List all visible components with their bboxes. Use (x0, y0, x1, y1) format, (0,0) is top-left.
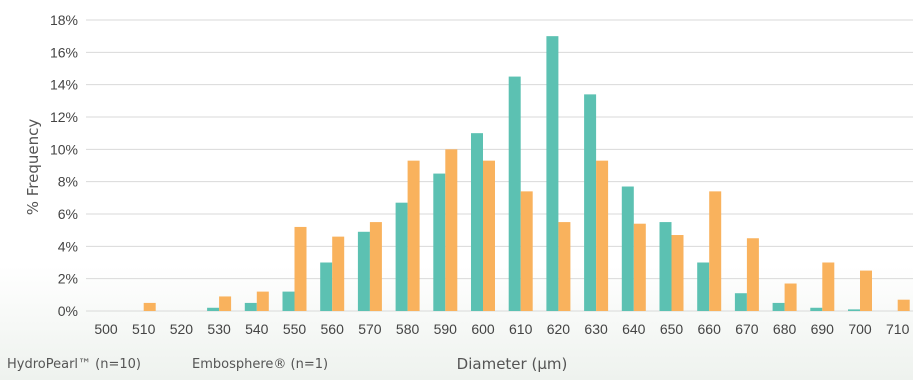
x-axis-title: Diameter (µm) (457, 355, 568, 373)
x-tick-label: 670 (735, 321, 759, 337)
bar-embosphere-590 (445, 149, 458, 311)
bar-hydropearl-610 (508, 76, 521, 311)
bar-hydropearl-670 (734, 293, 747, 311)
bar-hydropearl-530 (207, 307, 220, 311)
x-tick-label: 540 (245, 321, 269, 337)
bar-hydropearl-660 (697, 262, 710, 311)
bar-embosphere-530 (219, 296, 232, 311)
x-tick-label: 620 (547, 321, 571, 337)
bar-hydropearl-680 (772, 302, 785, 311)
bar-embosphere-580 (407, 160, 420, 311)
y-tick-label: 4% (58, 238, 78, 254)
x-tick-label: 680 (773, 321, 797, 337)
y-tick-labels: 0% 2% 4% 6% 8% 10% 12% 14% 16% 18% (50, 12, 78, 319)
x-tick-label: 570 (358, 321, 382, 337)
y-tick-label: 18% (50, 12, 78, 28)
y-tick-label: 10% (50, 141, 78, 157)
bar-hydropearl-640 (621, 186, 634, 311)
x-tick-label: 630 (584, 321, 608, 337)
y-axis-title: % Frequency (24, 119, 42, 216)
bar-hydropearl-690 (810, 307, 823, 311)
bar-embosphere-560 (332, 236, 345, 311)
bar-embosphere-660 (709, 191, 722, 311)
x-tick-label: 610 (509, 321, 533, 337)
x-tick-label: 640 (622, 321, 646, 337)
bar-embosphere-550 (294, 226, 307, 311)
bar-hydropearl-620 (546, 36, 559, 312)
y-tick-label: 2% (58, 271, 78, 287)
bar-hydropearl-550 (282, 291, 295, 311)
bar-hydropearl-590 (433, 173, 446, 311)
y-tick-label: 16% (50, 44, 78, 60)
x-tick-label: 650 (660, 321, 684, 337)
x-tick-label: 700 (848, 321, 872, 337)
bar-embosphere-700 (860, 270, 872, 311)
x-tick-label: 580 (396, 321, 420, 337)
x-tick-label: 710 (886, 321, 910, 337)
x-tick-label: 590 (434, 321, 458, 337)
legend-hydropearl: HydroPearl™ (n=10) (7, 357, 141, 372)
bar-hydropearl-540 (244, 302, 257, 311)
bar-hydropearl-580 (395, 202, 408, 311)
gridlines (86, 19, 913, 312)
bar-embosphere-670 (746, 238, 759, 311)
y-tick-label: 6% (58, 206, 78, 222)
bar-hydropearl-650 (659, 222, 672, 311)
bar-embosphere-640 (633, 223, 646, 311)
legend-embosphere: Embosphere® (n=1) (192, 357, 328, 372)
bar-hydropearl-600 (471, 133, 483, 311)
x-tick-label: 500 (94, 321, 118, 337)
x-tick-label: 550 (283, 321, 307, 337)
bar-embosphere-630 (596, 160, 609, 311)
bar-embosphere-600 (483, 160, 495, 311)
y-tick-label: 14% (50, 77, 78, 93)
bar-embosphere-510 (143, 302, 156, 311)
bar-embosphere-620 (558, 222, 571, 311)
y-tick-label: 8% (58, 174, 78, 190)
bar-embosphere-680 (784, 283, 797, 311)
bar-embosphere-710 (897, 299, 910, 311)
x-tick-label: 520 (170, 321, 194, 337)
bar-hydropearl-560 (320, 262, 333, 311)
bar-hydropearl-570 (357, 231, 370, 311)
bar-embosphere-610 (520, 191, 533, 311)
x-tick-label: 510 (132, 321, 156, 337)
x-tick-label: 600 (471, 321, 495, 337)
bar-embosphere-570 (369, 222, 382, 311)
x-tick-label: 560 (321, 321, 345, 337)
x-tick-label: 530 (207, 321, 231, 337)
x-tick-labels: 500 510 520 530 540 550 560 570 580 590 600 610 620 6… (94, 321, 909, 337)
bar-embosphere-650 (671, 235, 684, 311)
bar-hydropearl-700 (848, 309, 860, 311)
x-tick-label: 690 (811, 321, 835, 337)
y-tick-label: 12% (50, 109, 78, 125)
y-tick-label: 0% (58, 303, 78, 319)
bars (143, 36, 910, 312)
bar-hydropearl-630 (584, 94, 597, 311)
x-tick-label: 660 (698, 321, 722, 337)
bar-embosphere-540 (256, 291, 269, 311)
bar-embosphere-690 (822, 262, 835, 311)
